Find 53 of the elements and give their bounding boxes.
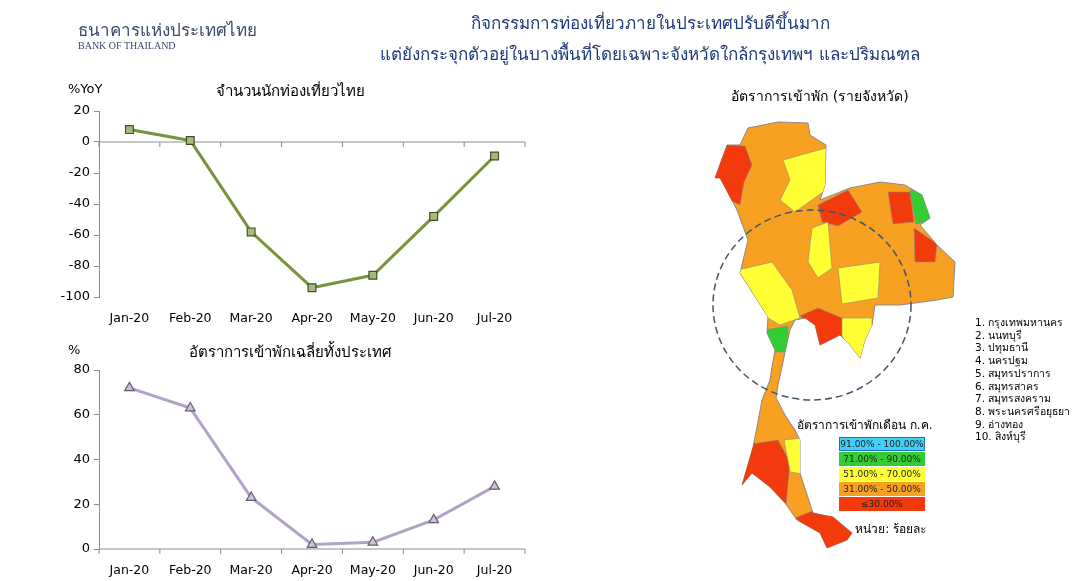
text: 3. ปทุมธานี — [975, 341, 1029, 355]
x-tick-label: Jun-20 — [412, 309, 454, 325]
text: อัตราการเข้าพักเดือน ก.ค. — [797, 417, 933, 434]
x-tick-label: Jul-20 — [475, 309, 513, 325]
y-axis-title: %YoY — [68, 81, 103, 97]
y-tick-label: -40 — [68, 195, 90, 211]
chart-title: จำนวนนักท่องเที่ยวไทย — [215, 79, 365, 100]
y-tick-label: 20 — [73, 495, 90, 511]
point — [245, 491, 257, 501]
y-tick-label: 20 — [73, 102, 90, 118]
y-tick-label: 0 — [81, 133, 90, 149]
y-tick-label: -80 — [68, 257, 90, 273]
text: 1. กรุงเทพมหานคร — [975, 316, 1064, 329]
x-tick-label: Feb-20 — [169, 309, 212, 325]
x-tick-label: Apr-20 — [291, 309, 333, 325]
text: BANK OF THAILAND — [78, 40, 176, 51]
x-tick-label: May-20 — [349, 561, 396, 577]
text: แต่ยังกระจุกตัวอยู่ในบางพื้นที่โดยเฉพาะจังหวัดใกล้กรุงเทพฯ และปริมณฑล — [379, 41, 921, 67]
text: 9. อ่างทอง — [975, 417, 1024, 430]
y-tick-label: -100 — [60, 288, 90, 304]
x-tick-label: Jan-20 — [108, 561, 150, 577]
text: อัตราการเข้าพัก (รายจังหวัด) — [730, 87, 910, 106]
text: 10. สิงห์บุรี — [975, 430, 1027, 444]
text: 7. สมุทรสงคราม — [975, 392, 1052, 406]
x-tick-label: Apr-20 — [291, 561, 333, 577]
point — [489, 480, 500, 490]
y-tick-label: 60 — [73, 406, 90, 422]
y-tick-label: 40 — [73, 450, 90, 466]
text: 6. สมุทรสาคร — [975, 379, 1040, 393]
chart-title: อัตราการเข้าพักเฉลี่ยทั้งประเทศ — [188, 340, 392, 361]
y-axis-title: % — [68, 342, 81, 358]
point — [184, 401, 196, 412]
x-tick-label: May-20 — [349, 309, 396, 325]
point — [306, 538, 318, 548]
text: หน่วย: ร้อยละ — [854, 521, 926, 538]
x-tick-label: Jun-20 — [412, 561, 454, 577]
text: 2. นนทบุรี — [975, 328, 1023, 342]
x-tick-label: Feb-20 — [169, 561, 212, 577]
text: 4. นครปฐม — [975, 354, 1029, 368]
text: 5. สมุทรปราการ — [975, 366, 1052, 380]
y-tick-label: 0 — [81, 540, 90, 556]
point — [428, 513, 440, 524]
point — [124, 381, 135, 392]
point — [367, 536, 379, 546]
y-tick-label: 80 — [73, 361, 90, 377]
y-tick-label: -20 — [68, 164, 90, 180]
x-tick-label: Mar-20 — [229, 309, 273, 325]
x-tick-label: Jul-20 — [475, 561, 513, 577]
text: ธนาคารแห่งประเทศไทย — [78, 19, 257, 42]
y-tick-label: -60 — [68, 226, 90, 242]
text: กิจกรรมการท่องเที่ยวภายในประเทศปรับดีขึ้นมาก — [469, 10, 831, 35]
x-tick-label: Jan-20 — [108, 309, 150, 325]
x-tick-label: Mar-20 — [229, 561, 273, 577]
